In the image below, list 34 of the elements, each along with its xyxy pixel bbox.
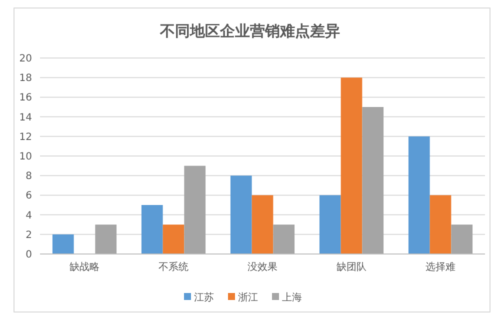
y-tick-label: 0 — [26, 250, 32, 260]
y-tick-label: 4 — [26, 210, 32, 222]
y-tick-label: 10 — [19, 152, 32, 162]
bar — [408, 136, 430, 254]
bar — [273, 224, 295, 254]
bar — [184, 166, 206, 254]
bar — [362, 107, 384, 254]
x-tick-label: 不系统 — [158, 261, 188, 273]
x-tick-label: 缺团队 — [336, 261, 366, 273]
y-tick-label: 20 — [19, 54, 32, 64]
bar — [230, 176, 252, 254]
bar — [430, 195, 452, 254]
bar — [252, 195, 274, 254]
x-tick-label: 缺战略 — [70, 261, 100, 273]
chart-title: 不同地区企业营销难点差异 — [159, 22, 340, 40]
y-tick-label: 16 — [19, 92, 32, 104]
bar — [162, 224, 184, 254]
y-tick-label: 6 — [26, 190, 32, 202]
x-tick-label: 选择难 — [426, 261, 456, 273]
bar — [340, 78, 362, 254]
bar — [52, 234, 74, 254]
bar — [451, 224, 473, 254]
y-tick-label: 2 — [26, 230, 32, 241]
x-tick-label: 没效果 — [248, 261, 278, 273]
bar — [95, 224, 117, 254]
y-tick-label: 12 — [19, 132, 32, 143]
bar — [319, 195, 341, 254]
legend-label: 上海 — [282, 292, 302, 304]
legend-label: 浙江 — [238, 292, 258, 304]
bar — [141, 205, 163, 254]
y-tick-label: 14 — [19, 112, 32, 124]
legend-label: 江苏 — [194, 292, 214, 304]
y-tick-label: 8 — [26, 171, 32, 182]
y-tick-label: 18 — [19, 73, 32, 84]
